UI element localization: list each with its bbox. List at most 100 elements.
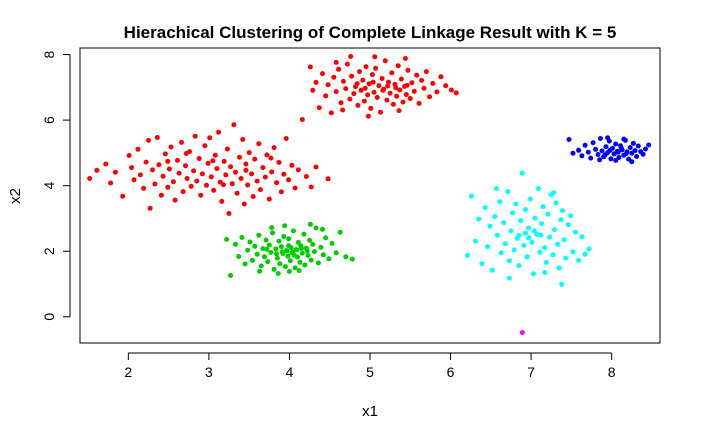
data-point xyxy=(285,253,291,259)
data-point xyxy=(384,97,390,103)
data-point xyxy=(643,146,648,152)
data-point xyxy=(351,91,357,97)
cluster-1-points xyxy=(87,54,459,216)
data-point xyxy=(559,281,565,287)
data-point xyxy=(271,266,277,272)
data-point xyxy=(403,92,409,97)
data-point xyxy=(344,61,350,67)
data-point xyxy=(357,69,362,75)
data-point xyxy=(434,89,440,95)
data-point xyxy=(325,176,331,182)
data-point xyxy=(316,105,322,111)
data-point xyxy=(531,271,536,277)
data-point xyxy=(268,155,274,161)
data-point xyxy=(313,164,319,170)
data-point xyxy=(320,71,325,77)
data-point xyxy=(262,254,267,260)
data-point xyxy=(223,172,229,178)
data-point xyxy=(254,251,260,257)
data-point xyxy=(585,149,591,155)
data-point xyxy=(529,239,535,245)
data-point xyxy=(202,143,208,149)
cluster-4-points xyxy=(566,135,652,165)
data-point xyxy=(281,234,287,239)
data-point xyxy=(365,92,371,98)
data-point xyxy=(305,253,311,258)
data-point xyxy=(257,268,263,274)
data-point xyxy=(508,228,514,234)
data-point xyxy=(373,65,379,71)
data-point xyxy=(632,148,638,154)
data-point xyxy=(526,235,532,241)
data-point xyxy=(212,152,218,158)
cluster-2-points xyxy=(224,221,355,278)
data-point xyxy=(264,152,270,158)
data-point xyxy=(310,241,316,247)
data-point xyxy=(143,159,149,165)
data-point xyxy=(371,89,377,95)
y-tick-label: 2 xyxy=(41,247,57,255)
data-point xyxy=(220,182,226,188)
data-point xyxy=(310,87,316,93)
data-point xyxy=(479,261,485,267)
x-axis-label: x1 xyxy=(362,403,378,420)
data-point xyxy=(389,70,395,76)
data-point xyxy=(231,122,237,128)
data-point xyxy=(175,157,180,163)
data-point xyxy=(311,249,317,255)
data-point xyxy=(210,158,216,164)
x-tick-label: 6 xyxy=(447,364,455,380)
data-point xyxy=(402,56,408,61)
data-point xyxy=(519,330,525,335)
data-point xyxy=(296,268,302,274)
x-tick-label: 8 xyxy=(608,364,616,380)
data-point xyxy=(281,171,287,177)
data-point xyxy=(419,77,425,83)
data-point xyxy=(347,96,353,102)
data-point xyxy=(630,140,636,146)
data-point xyxy=(537,249,543,255)
data-point xyxy=(398,76,404,82)
data-point xyxy=(524,254,530,260)
data-point xyxy=(141,185,147,191)
data-point xyxy=(275,271,281,276)
data-point xyxy=(394,93,400,99)
data-point xyxy=(343,86,349,92)
data-point xyxy=(152,181,158,187)
data-point xyxy=(192,133,198,139)
data-point xyxy=(241,201,247,207)
data-point xyxy=(355,102,361,108)
data-point xyxy=(249,257,255,263)
data-point xyxy=(216,129,222,135)
data-point xyxy=(233,241,238,247)
data-point xyxy=(287,258,293,264)
data-point xyxy=(108,180,114,186)
data-point xyxy=(485,244,491,250)
data-point xyxy=(318,244,324,250)
data-point xyxy=(304,248,310,254)
data-point xyxy=(382,58,388,64)
data-point xyxy=(387,90,393,96)
x-tick-label: 2 xyxy=(124,364,132,380)
data-point xyxy=(135,146,141,152)
data-point xyxy=(369,72,375,78)
data-point xyxy=(326,256,332,262)
data-point xyxy=(438,74,444,80)
data-point xyxy=(543,259,549,265)
data-point xyxy=(572,229,578,235)
data-point xyxy=(199,171,205,177)
data-point xyxy=(385,83,391,89)
data-point xyxy=(252,156,258,162)
data-point xyxy=(397,87,403,93)
data-point xyxy=(294,247,300,253)
data-point xyxy=(283,136,289,141)
data-point xyxy=(531,228,537,234)
data-point xyxy=(613,141,619,147)
data-point xyxy=(421,85,427,91)
data-point xyxy=(325,82,331,88)
data-point xyxy=(291,228,296,234)
data-point xyxy=(556,265,562,271)
data-point xyxy=(131,177,137,183)
data-point xyxy=(256,141,262,147)
